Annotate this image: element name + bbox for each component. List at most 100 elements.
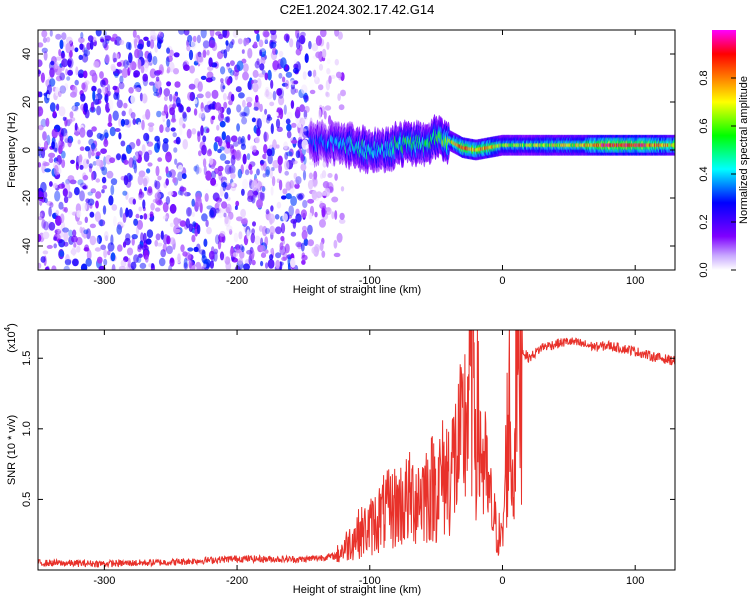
heatmap-noise-cell [293,161,298,168]
heatmap-noise-cell [239,111,247,118]
heatmap-noise-cell [45,79,51,85]
heatmap-noise-cell [234,205,238,210]
heatmap-noise-cell [83,47,88,58]
heatmap-noise-cell [293,80,299,85]
heatmap-noise-cell [79,43,84,50]
heatmap-noise-cell [213,141,218,152]
heatmap-noise-cell [161,110,166,116]
heatmap-noise-cell [318,63,324,71]
heatmap-noise-cell [268,213,276,224]
heatmap-noise-cell [77,179,84,186]
heatmap-noise-cell [179,104,185,113]
heatmap-noise-cell [131,234,138,240]
heatmap-noise-cell [261,113,269,123]
colorbar-ticks: 0.0 0.2 0.4 0.6 0.8 [698,70,736,278]
heatmap-noise-cell [230,154,236,166]
heatmap-noise-cell [95,159,102,166]
heatmap-noise-cell [126,263,132,270]
heatmap-noise-cell [40,256,46,263]
heatmap-noise-cell [285,118,291,125]
heatmap-noise-cell [74,102,80,107]
heatmap-noise-cell [201,112,206,122]
heatmap-noise-cell [197,51,202,58]
heatmap-noise-cell [55,56,62,61]
heatmap-noise-cell [290,257,296,268]
heatmap-noise-cell [265,91,273,100]
heatmap-noise-cell [191,234,196,243]
heatmap-noise-cell [206,149,213,157]
heatmap-noise-cell [241,188,245,196]
heatmap-noise-cell [146,168,151,174]
heatmap-noise-cell [200,102,204,112]
heatmap-noise-cell [155,165,160,177]
heatmap-noise-cell [340,186,345,192]
heatmap-noise-cell [149,39,155,49]
heatmap-noise-cell [169,49,174,57]
heatmap-noise-cell [72,258,79,267]
heatmap-noise-cell [241,112,248,117]
heatmap-noise-cell [323,110,327,120]
heatmap-noise-cell [96,235,102,244]
heatmap-noise-cell [256,168,260,176]
heatmap-noise-cell [39,212,43,219]
heatmap-noise-cell [285,71,293,78]
heatmap-noise-cell [209,30,215,38]
heatmap-noise-cell [303,109,308,120]
heatmap-noise-cell [302,71,307,80]
heatmap-noise-cell [90,188,97,194]
heatmap-noise-cell [280,57,287,69]
heatmap-noise-cell [202,98,208,106]
heatmap-noise-cell [325,207,332,215]
heatmap-noise-cell [148,125,154,133]
heatmap-noise-cell [264,227,270,235]
heatmap-noise-cell [68,118,73,124]
heatmap-noise-cell [116,69,123,74]
heatmap-noise-cell [82,158,89,169]
heatmap-noise-cell [147,52,153,63]
heatmap-noise-cell [302,170,307,181]
heatmap-noise-cell [256,127,261,137]
heatmap-noise-cell [40,181,47,193]
heatmap-noise-cell [49,78,56,87]
x-tick-label: 0 [499,275,505,287]
heatmap-noise-cell [178,30,185,35]
heatmap-noise-cell [76,210,82,218]
heatmap-noise-cell [177,253,181,262]
heatmap-noise-cell [314,243,320,253]
y-tick-label: 0 [21,147,33,153]
heatmap-noise-cell [80,182,87,189]
heatmap-noise-cell [132,198,136,205]
heatmap-noise-cell [81,202,87,212]
heatmap-noise-cell [205,77,213,83]
heatmap-noise-cell [84,244,89,252]
heatmap-noise-cell [334,210,338,220]
heatmap-noise-cell [50,60,55,66]
heatmap-noise-cell [188,83,196,90]
y-multiplier-label: (x104) [3,323,18,353]
heatmap-noise-cell [121,110,126,117]
heatmap-noise-cell [223,101,228,109]
heatmap-noise-cell [233,232,239,243]
heatmap-noise-cell [102,185,108,190]
heatmap-noise-cell [325,207,331,212]
heatmap-noise-cell [125,233,131,241]
heatmap-noise-cell [335,71,342,79]
heatmap-noise-cell [138,194,143,201]
heatmap-noise-cell [60,221,66,232]
heatmap-noise-cell [250,79,254,85]
heatmap-noise-cell [63,241,69,247]
heatmap-noise-cell [254,94,259,103]
heatmap-noise-cell [252,221,256,227]
heatmap-noise-cell [270,30,277,36]
heatmap-noise-cell [56,226,62,232]
heatmap-noise-cell [58,239,66,248]
heatmap-noise-cell [142,244,149,252]
heatmap-noise-cell [296,32,300,43]
heatmap-noise-cell [263,131,269,142]
heatmap-noise-cell [80,93,86,102]
heatmap-noise-cell [282,188,288,195]
heatmap-noise-cell [77,139,81,145]
heatmap-noise-cell [193,60,199,66]
heatmap-noise-cell [290,231,297,237]
